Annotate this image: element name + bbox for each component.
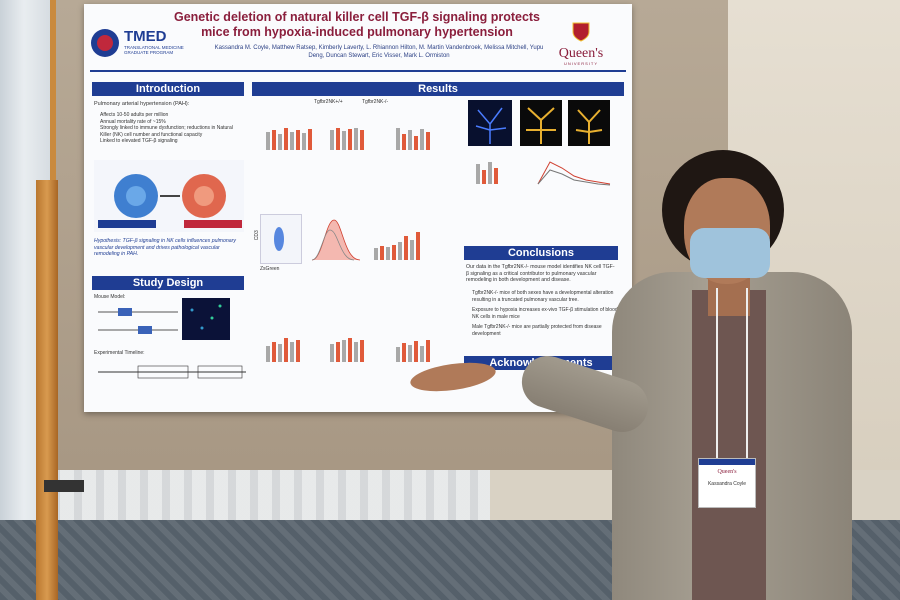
name-badge: Queen's Kassandra Coyle [698, 458, 756, 508]
badge-name: Kassandra Coyle [707, 481, 747, 487]
easel-clamp [44, 480, 84, 492]
conclusions-bullets: Tgfbr2NK-/- mice of both sexes have a de… [472, 290, 618, 337]
legend-wt: Tgfbr2NK+/+ [314, 99, 343, 105]
result-bar-panel-g [396, 334, 430, 362]
tmed-logo: TMED TRANSLATIONAL MEDICINE GRADUATE PRO… [90, 28, 210, 60]
intro-bullet: Affects 10-50 adults per million [100, 112, 169, 118]
conclusion-bullet: Male Tgfbr2NK-/- mice are partially prot… [472, 324, 602, 337]
micrograph-dots [190, 304, 222, 330]
lung-cast-image-b [568, 100, 610, 146]
vascular-tree-drawing [475, 107, 507, 144]
axis-zsgreen: ZsGreen [260, 266, 280, 272]
lung-cast-drawing-b [575, 109, 603, 144]
tmed-emblem-icon [91, 29, 119, 57]
intro-bullet: Annual mortality rate of ~15% [100, 118, 166, 125]
face-mask [690, 228, 770, 278]
tmed-logo-name: TMED [124, 28, 167, 45]
intro-diagram [94, 160, 244, 232]
queens-logo-name: Queen's [558, 46, 604, 61]
queens-crest-icon [572, 22, 590, 42]
lung-vascular-image-wt [468, 100, 512, 146]
experimental-timeline [98, 365, 246, 379]
legend-ko: Tgfbr2NK-/- [362, 99, 389, 105]
badge-header [699, 459, 755, 465]
zsgreen-micrograph [182, 298, 230, 340]
result-bar-panel-e [266, 334, 300, 362]
axis-cd3: CD3 [253, 230, 260, 241]
person-shirt [692, 290, 766, 600]
result-bar-panel-h [476, 154, 498, 184]
result-bar-panel-d [374, 230, 420, 260]
conclusion-bullet: Exposure to hypoxia increases ex-vivo TG… [472, 307, 618, 320]
badge-org: Queen's [717, 469, 737, 475]
lanyard-right [746, 288, 748, 478]
intro-lead: Pulmonary arterial hypertension (PAH): [94, 101, 190, 107]
intro-bullet: Strongly linked to immune dysfunction; r… [100, 125, 233, 138]
lanyard-left [716, 288, 718, 478]
poster-title: Genetic deletion of natural killer cell … [173, 10, 541, 39]
queens-logo: Queen's UNIVERSITY [538, 22, 624, 70]
line-plot-vessels [537, 161, 611, 186]
conclusions-lead: Our data in the Tgfbr2NK-/- mouse model … [466, 264, 615, 283]
easel-leg [36, 180, 58, 600]
result-bar-panel-f [330, 334, 364, 362]
result-bar-panel-c [396, 122, 430, 150]
result-bar-panel-b [330, 122, 364, 150]
lung-cast-image-a [520, 100, 562, 146]
histogram-plot [311, 219, 361, 261]
study-design-header: Study Design [92, 276, 244, 290]
lung-cast-drawing-a [526, 107, 556, 144]
conclusions-header: Conclusions [464, 246, 618, 260]
header-divider [90, 70, 626, 72]
flow-cytometry-plot [260, 214, 302, 264]
introduction-header: Introduction [92, 82, 244, 96]
study-mouse-model: Mouse Model: [94, 294, 126, 300]
conclusion-bullet: Tgfbr2NK-/- mice of both sexes have a de… [472, 290, 614, 303]
result-bar-panel-a [266, 122, 312, 150]
hypothesis-text: Hypothesis: TGF-β signaling in NK cells … [94, 238, 236, 257]
study-timeline-label: Experimental Timeline: [94, 350, 145, 356]
gene-construct-diagram [98, 308, 178, 334]
queens-logo-sub: UNIVERSITY [563, 61, 598, 66]
research-poster: TMED TRANSLATIONAL MEDICINE GRADUATE PRO… [84, 4, 632, 412]
tmed-logo-sub: TRANSLATIONAL MEDICINE GRADUATE PROGRAM [124, 45, 184, 55]
results-header: Results [252, 82, 624, 96]
intro-bullet: Linked to elevated TGF-β signaling [100, 138, 178, 144]
poster-authors: Kassandra M. Coyle, Matthew Ratsep, Kimb… [214, 45, 544, 59]
flow-plot-drawing [274, 227, 284, 251]
intro-bullets: Affects 10-50 adults per million Annual … [100, 112, 242, 145]
